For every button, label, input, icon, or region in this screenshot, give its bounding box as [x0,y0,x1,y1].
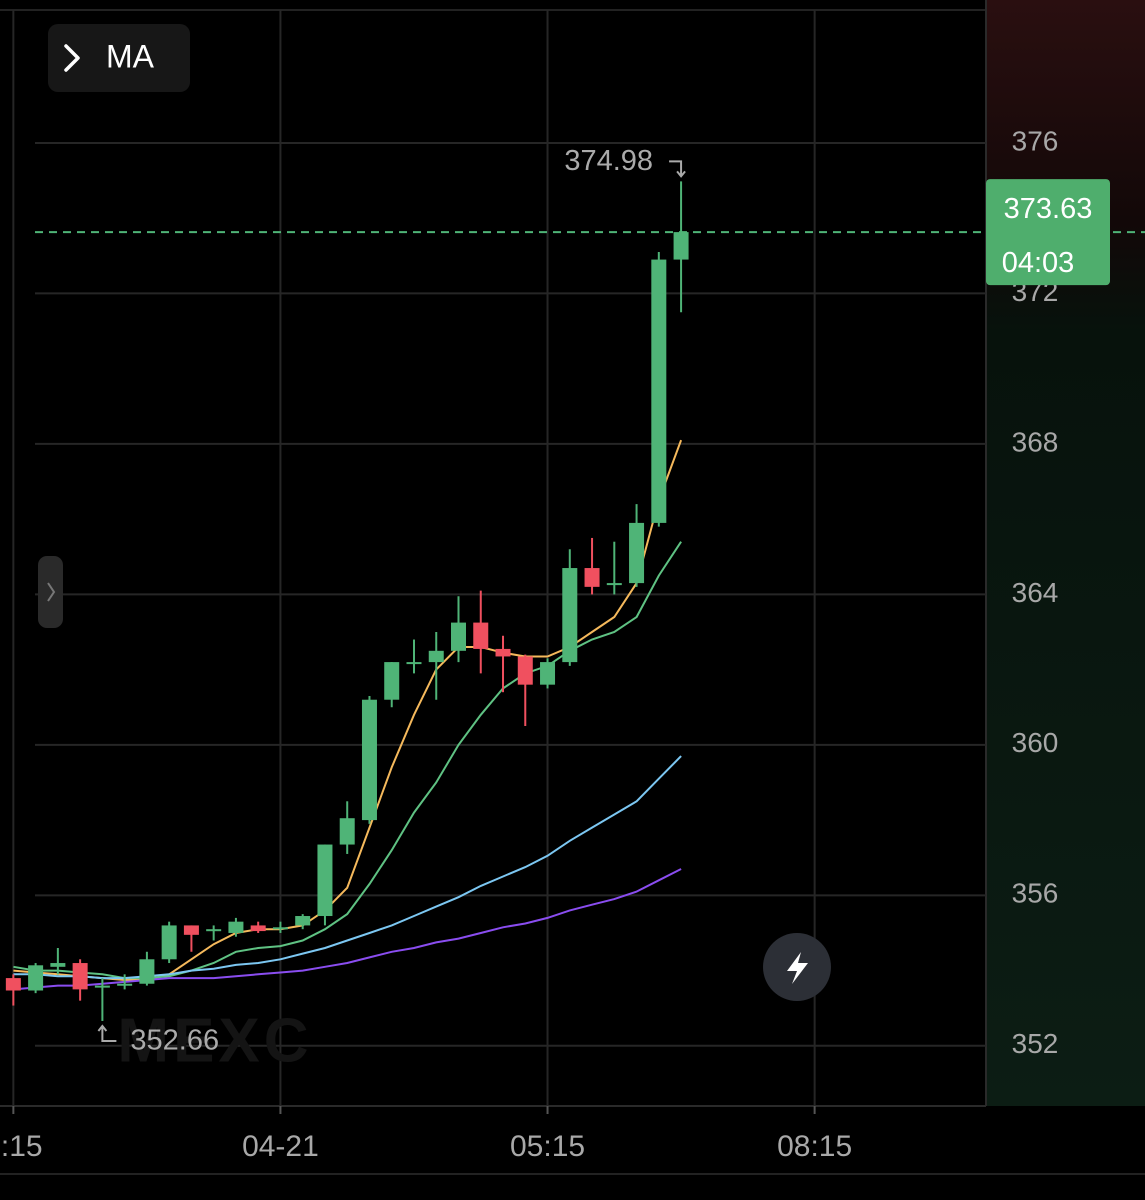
low-marker [97,1024,117,1042]
candle-body [272,927,288,930]
candle-body [384,662,400,700]
ma-label[interactable]: MA [106,38,155,74]
last-price-label: 373.63 [1004,193,1093,225]
y-tick-label: 360 [1012,727,1059,758]
candle-body [250,925,266,932]
candle-body [339,818,355,845]
y-tick-label: 368 [1012,426,1059,457]
candle-body [228,921,244,933]
candle-body [295,916,311,926]
candle-body [473,622,489,649]
candle-body [361,699,377,821]
candle-body [28,965,44,991]
x-tick-label: 05:15 [510,1130,585,1163]
watermark: MEXC [117,1006,312,1075]
candle-body [94,985,110,988]
x-tick-label: 3:15 [0,1130,43,1163]
candle-body [50,963,66,967]
candle-body [629,522,645,584]
candle-body [406,662,422,665]
grid [12,10,986,1114]
candle-body [5,978,21,991]
candle-body [495,648,511,657]
ma-button-bg[interactable] [48,24,190,92]
countdown-label: 04:03 [1002,247,1075,279]
candle-body [606,583,622,586]
candle-body [651,259,667,523]
y-tick-label: 376 [1012,125,1059,156]
candle-body [562,568,578,663]
plot [5,181,1145,1021]
candle-body [72,963,88,990]
candle-body [183,925,199,935]
high-marker [669,160,686,178]
candle-body [584,568,600,587]
candle-body [451,622,467,651]
candle-body [517,656,533,685]
x-tick-label: 04-21 [242,1130,319,1163]
candle-body [317,844,333,917]
candle-body [117,983,133,986]
x-tick-label: 08:15 [777,1130,852,1163]
candle-body [161,925,177,960]
side-handle[interactable] [38,556,63,628]
y-tick-label: 356 [1012,878,1059,909]
high-label: 374.98 [564,145,653,177]
price-axis-panel [986,0,1145,1106]
lightning-icon[interactable] [787,952,808,984]
candle-body [540,662,556,685]
ma-button[interactable]: MA [48,24,190,92]
side-handle-icon[interactable] [47,582,56,602]
quick-trade-button[interactable] [763,933,831,1001]
expand-icon[interactable] [64,44,80,72]
y-tick-label: 352 [1012,1028,1059,1059]
y-tick-label: 364 [1012,577,1059,608]
candle-body [139,959,155,984]
candle-body [673,232,689,260]
candle-body [206,929,222,932]
last-price-box [986,179,1110,286]
side-handle-bg[interactable] [38,556,63,628]
candle-body [428,650,444,663]
low-label: 352.66 [130,1025,219,1057]
